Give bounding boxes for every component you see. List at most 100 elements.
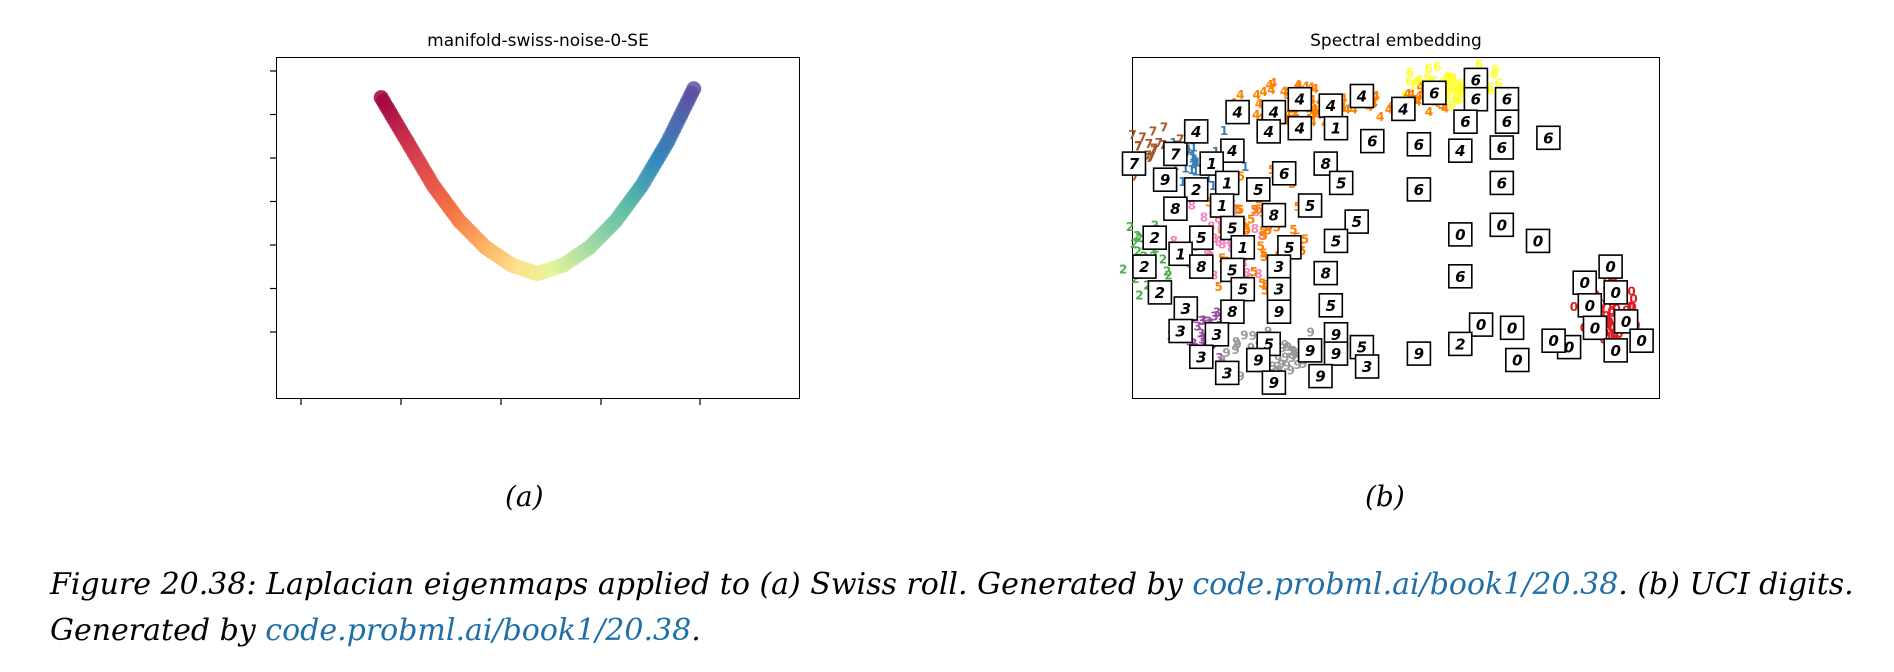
digit-point: 2 xyxy=(1126,220,1134,234)
digit-point: 0 xyxy=(1603,313,1611,327)
digit-point: 8 xyxy=(1251,222,1259,236)
digit-thumbnail: 4 xyxy=(1349,83,1375,109)
digit-point: 6 xyxy=(1446,72,1454,86)
digit-thumbnail: 0 xyxy=(1629,328,1654,354)
caption-link-1[interactable]: code.probml.ai/book1/20.38 xyxy=(1192,567,1619,602)
digit-point: 2 xyxy=(1131,272,1139,286)
svg-text:9: 9 xyxy=(1253,352,1263,370)
digit-point: 9 xyxy=(1287,363,1295,377)
digit-thumbnail: 4 xyxy=(1391,96,1416,122)
svg-text:3: 3 xyxy=(1274,258,1284,276)
digit-point: 6 xyxy=(1457,83,1465,97)
svg-text:3: 3 xyxy=(1274,281,1284,299)
digit-point: 7 xyxy=(1145,137,1153,151)
digit-point: 8 xyxy=(1210,268,1218,282)
digit-point: 3 xyxy=(1215,351,1223,365)
digit-point: 2 xyxy=(1134,245,1142,259)
caption-link-2[interactable]: code.probml.ai/book1/20.38 xyxy=(265,613,692,648)
digit-thumbnail: 3 xyxy=(1214,360,1240,386)
svg-text:5: 5 xyxy=(1357,339,1367,357)
svg-text:9: 9 xyxy=(1160,171,1170,189)
digit-point: 9 xyxy=(1240,329,1248,343)
digit-point: 9 xyxy=(1299,357,1307,371)
digit-point: 6 xyxy=(1475,58,1483,72)
digit-point: 6 xyxy=(1455,93,1463,107)
svg-text:5: 5 xyxy=(1336,174,1346,192)
svg-text:4: 4 xyxy=(1294,120,1305,138)
digit-point: 8 xyxy=(1258,229,1266,243)
svg-text:8: 8 xyxy=(1269,207,1279,225)
digit-point: 5 xyxy=(1247,212,1255,226)
digit-thumbnail: 0 xyxy=(1577,293,1603,318)
digit-thumbnail: 2 xyxy=(1183,177,1209,202)
svg-text:2: 2 xyxy=(1455,335,1465,353)
digit-point: 6 xyxy=(1452,92,1460,106)
digit-thumbnail: 3 xyxy=(1266,254,1292,279)
digit-thumbnail: 3 xyxy=(1173,296,1199,321)
digit-point: 5 xyxy=(1257,240,1265,254)
digit-thumbnail: 8 xyxy=(1313,151,1338,176)
panel-b-sublabel: (b) xyxy=(1365,480,1405,513)
digit-point: 5 xyxy=(1289,223,1297,237)
digit-point: 5 xyxy=(1242,222,1250,236)
digit-point: 5 xyxy=(1260,250,1268,264)
digit-thumbnail: 4 xyxy=(1287,86,1313,112)
digit-thumbnail: 0 xyxy=(1598,254,1623,279)
digit-point: 9 xyxy=(1222,346,1230,360)
digit-thumbnail: 6 xyxy=(1360,128,1385,154)
digit-thumbnail: 1 xyxy=(1230,235,1256,260)
svg-text:6: 6 xyxy=(1367,133,1377,151)
svg-text:0: 0 xyxy=(1507,319,1517,337)
svg-text:6: 6 xyxy=(1414,181,1424,199)
digit-point: 6 xyxy=(1443,70,1451,84)
digit-thumbnail: 4 xyxy=(1318,93,1344,118)
digit-point: 9 xyxy=(1292,347,1300,361)
svg-text:1: 1 xyxy=(1238,239,1248,257)
digit-thumbnail: 9 xyxy=(1266,299,1292,325)
digit-point: 9 xyxy=(1307,325,1315,339)
digit-point: 0 xyxy=(1608,306,1616,320)
digit-point: 5 xyxy=(1258,277,1266,291)
digit-point: 9 xyxy=(1281,350,1289,364)
svg-text:0: 0 xyxy=(1590,319,1600,337)
svg-text:0: 0 xyxy=(1497,216,1507,234)
svg-text:5: 5 xyxy=(1227,261,1237,279)
digit-point: 5 xyxy=(1205,196,1213,210)
svg-text:0: 0 xyxy=(1610,342,1620,360)
digit-point: 0 xyxy=(1609,322,1617,336)
digit-point: 4 xyxy=(1385,103,1393,117)
digit-point: 0 xyxy=(1607,329,1615,343)
digit-point: 1 xyxy=(1241,160,1249,174)
digit-point: 1 xyxy=(1209,179,1217,193)
digit-point: 0 xyxy=(1629,292,1637,306)
digit-point: 6 xyxy=(1453,85,1461,99)
digit-point: 7 xyxy=(1155,136,1163,150)
digit-point: 7 xyxy=(1150,144,1158,158)
digit-thumbnail: 5 xyxy=(1246,177,1271,202)
digit-point: 8 xyxy=(1218,238,1226,252)
svg-text:6: 6 xyxy=(1471,91,1481,109)
svg-text:6: 6 xyxy=(1279,165,1289,183)
digit-point: 2 xyxy=(1133,229,1141,243)
svg-text:0: 0 xyxy=(1455,226,1465,244)
digit-point: 5 xyxy=(1243,223,1251,237)
digit-point: 1 xyxy=(1187,163,1195,177)
svg-text:5: 5 xyxy=(1331,232,1341,250)
digit-point: 4 xyxy=(1310,102,1318,116)
digit-thumbnail: 1 xyxy=(1323,115,1349,141)
digit-point: 0 xyxy=(1605,315,1613,329)
digit-point: 2 xyxy=(1119,263,1127,277)
digit-thumbnail: 6 xyxy=(1494,86,1520,112)
svg-text:6: 6 xyxy=(1502,113,1512,131)
svg-text:3: 3 xyxy=(1181,300,1191,318)
svg-text:6: 6 xyxy=(1471,71,1481,89)
digit-point: 1 xyxy=(1220,124,1228,138)
digit-thumbnail: 0 xyxy=(1447,222,1473,247)
digit-point: 6 xyxy=(1447,81,1455,95)
digit-point: 6 xyxy=(1450,83,1458,97)
digit-point: 8 xyxy=(1231,204,1239,218)
digit-point: 6 xyxy=(1486,80,1494,94)
digit-point: 7 xyxy=(1159,138,1167,152)
svg-text:4: 4 xyxy=(1397,100,1408,118)
svg-text:9: 9 xyxy=(1331,345,1341,363)
